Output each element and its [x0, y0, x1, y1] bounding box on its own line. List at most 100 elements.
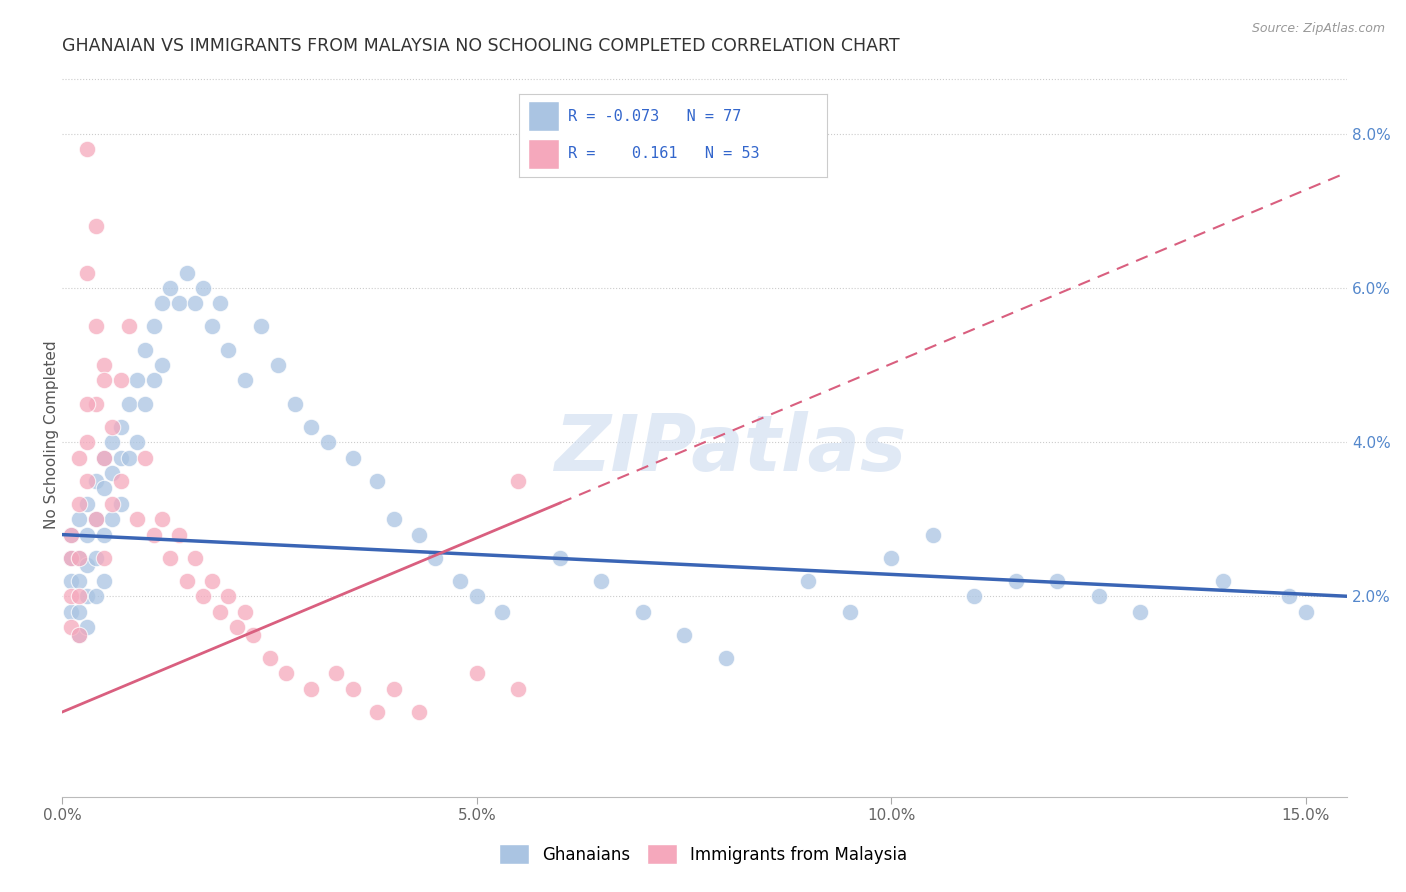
Point	[59, 550, 82, 565]
Point	[76, 589, 98, 603]
Point	[76, 474, 98, 488]
Point	[316, 435, 339, 450]
Point	[76, 142, 98, 156]
Point	[242, 628, 264, 642]
Point	[1087, 589, 1109, 603]
Point	[84, 512, 107, 526]
Point	[84, 219, 107, 234]
Text: GHANAIAN VS IMMIGRANTS FROM MALAYSIA NO SCHOOLING COMPLETED CORRELATION CHART: GHANAIAN VS IMMIGRANTS FROM MALAYSIA NO …	[62, 37, 900, 55]
Point	[342, 681, 364, 696]
Point	[76, 620, 98, 634]
Point	[93, 450, 115, 465]
Point	[233, 374, 256, 388]
Point	[963, 589, 986, 603]
Point	[67, 512, 90, 526]
Point	[342, 450, 364, 465]
Point	[142, 374, 165, 388]
Point	[167, 296, 190, 310]
Point	[193, 589, 215, 603]
Point	[425, 550, 447, 565]
Point	[93, 574, 115, 588]
Point	[110, 374, 132, 388]
Point	[217, 343, 239, 357]
Point	[134, 396, 156, 410]
Point	[76, 527, 98, 541]
Point	[159, 550, 181, 565]
Text: Source: ZipAtlas.com: Source: ZipAtlas.com	[1251, 22, 1385, 36]
Point	[93, 550, 115, 565]
Point	[408, 705, 430, 719]
Y-axis label: No Schooling Completed: No Schooling Completed	[44, 340, 59, 529]
Point	[1278, 589, 1301, 603]
Point	[118, 396, 141, 410]
Point	[208, 605, 231, 619]
Point	[150, 512, 173, 526]
Point	[839, 605, 862, 619]
Point	[299, 681, 322, 696]
Point	[76, 558, 98, 573]
Point	[84, 550, 107, 565]
Point	[110, 474, 132, 488]
Point	[110, 497, 132, 511]
Point	[193, 281, 215, 295]
Point	[201, 574, 224, 588]
Point	[67, 628, 90, 642]
Point	[1046, 574, 1069, 588]
Point	[631, 605, 654, 619]
Point	[67, 450, 90, 465]
Point	[465, 666, 488, 681]
Point	[159, 281, 181, 295]
Text: ZIPatlas: ZIPatlas	[554, 411, 907, 487]
Point	[67, 605, 90, 619]
Point	[59, 527, 82, 541]
Point	[67, 574, 90, 588]
Point	[797, 574, 820, 588]
Point	[93, 374, 115, 388]
Point	[59, 527, 82, 541]
Point	[59, 550, 82, 565]
Point	[184, 550, 207, 565]
Point	[250, 319, 273, 334]
Point	[93, 527, 115, 541]
Point	[84, 589, 107, 603]
Point	[76, 266, 98, 280]
Point	[101, 466, 124, 480]
Point	[67, 550, 90, 565]
Point	[150, 296, 173, 310]
Point	[142, 319, 165, 334]
Point	[76, 435, 98, 450]
Point	[217, 589, 239, 603]
Point	[591, 574, 613, 588]
Point	[93, 450, 115, 465]
Point	[84, 319, 107, 334]
Point	[1212, 574, 1234, 588]
Point	[1004, 574, 1026, 588]
Point	[59, 574, 82, 588]
Point	[366, 705, 388, 719]
Point	[93, 481, 115, 495]
Point	[67, 628, 90, 642]
Point	[84, 474, 107, 488]
Point	[508, 681, 530, 696]
Point	[201, 319, 224, 334]
Point	[449, 574, 471, 588]
Point	[921, 527, 943, 541]
Point	[714, 651, 737, 665]
Point	[167, 527, 190, 541]
Point	[127, 374, 149, 388]
Point	[366, 474, 388, 488]
Point	[382, 681, 405, 696]
Point	[110, 419, 132, 434]
Point	[142, 527, 165, 541]
Point	[59, 620, 82, 634]
Point	[176, 574, 198, 588]
Point	[84, 396, 107, 410]
Point	[84, 512, 107, 526]
Point	[93, 358, 115, 372]
Point	[548, 550, 571, 565]
Point	[259, 651, 281, 665]
Point	[276, 666, 298, 681]
Point	[491, 605, 513, 619]
Point	[127, 512, 149, 526]
Point	[880, 550, 903, 565]
